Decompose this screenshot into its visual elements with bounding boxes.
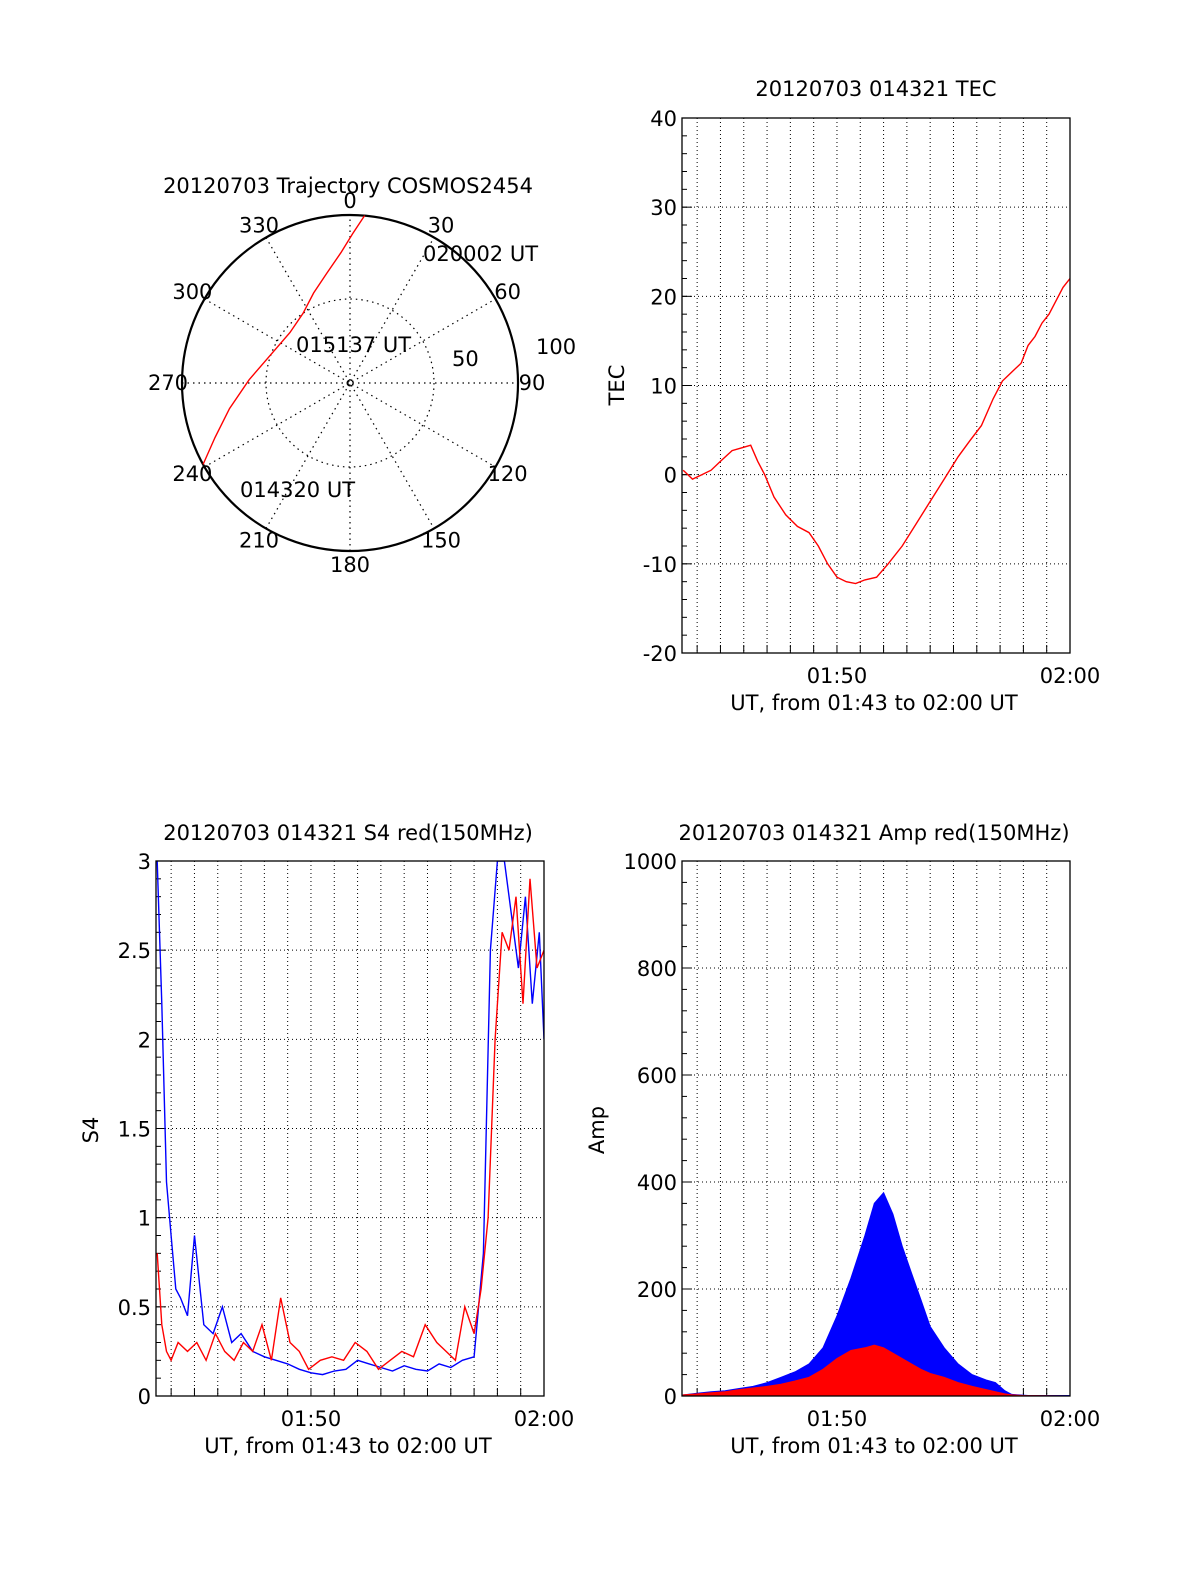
polar-spoke bbox=[265, 237, 435, 529]
azimuth-label-30: 30 bbox=[428, 213, 455, 237]
x-tick-label: 02:00 bbox=[1040, 664, 1101, 688]
series-0-line bbox=[682, 278, 1070, 585]
azimuth-label-330: 330 bbox=[239, 213, 279, 237]
y-tick-label: 30 bbox=[650, 196, 677, 220]
s4-panel: 20120703 014321 S4 red(150MHz) UT, from … bbox=[79, 821, 574, 1458]
azimuth-label-210: 210 bbox=[239, 529, 279, 553]
polar-inner-circle bbox=[265, 298, 435, 468]
y-tick-label: 10 bbox=[650, 375, 677, 399]
plot-frame bbox=[681, 860, 1071, 1397]
y-tick-label: 0.5 bbox=[118, 1296, 151, 1320]
x-tick-label: 02:00 bbox=[514, 1407, 575, 1431]
y-tick-label: -10 bbox=[643, 553, 677, 577]
azimuth-label-270: 270 bbox=[148, 371, 188, 395]
amp-ylabel: Amp bbox=[585, 1106, 609, 1154]
y-tick-label: 0 bbox=[138, 1385, 151, 1409]
polar-spoke bbox=[204, 298, 496, 468]
x-tick-label: 02:00 bbox=[1040, 1407, 1101, 1431]
x-tick-label: 01:50 bbox=[281, 1407, 342, 1431]
s4-xlabel: UT, from 01:43 to 02:00 UT bbox=[204, 1434, 492, 1458]
azimuth-label-300: 300 bbox=[172, 280, 212, 304]
y-tick-label: 800 bbox=[637, 957, 677, 981]
amp-xlabel: UT, from 01:43 to 02:00 UT bbox=[730, 1434, 1018, 1458]
azimuth-label-120: 120 bbox=[488, 462, 528, 486]
y-tick-label: 200 bbox=[637, 1278, 677, 1302]
amp-plot-area: 1000 800 600 400 200 0 01:50 02:00 bbox=[624, 850, 1101, 1431]
s4-plot-area: 3 2.5 2 1.5 1 0.5 0 01:50 02:00 bbox=[118, 850, 575, 1431]
y-tick-label: 0 bbox=[664, 464, 677, 488]
y-tick-label: 40 bbox=[650, 107, 677, 131]
tec-title: 20120703 014321 TEC bbox=[755, 77, 996, 101]
y-tick-label: -20 bbox=[643, 642, 677, 666]
plot-frame bbox=[155, 860, 545, 1397]
plot-frame bbox=[681, 117, 1071, 654]
polar-grid bbox=[180, 213, 520, 553]
y-tick-label: 2.5 bbox=[118, 939, 151, 963]
tec-ylabel: TEC bbox=[605, 365, 629, 407]
polar-trajectory-plot: 20120703 Trajectory COSMOS2454 0 30 60 90 12… bbox=[148, 174, 576, 577]
y-tick-label: 400 bbox=[637, 1171, 677, 1195]
tec-plot-area: 40 30 20 10 0 -10 -20 01:50 02:00 bbox=[643, 107, 1101, 688]
polar-azimuth-labels: 0 30 60 90 120 150 180 210 240 270 300 330 bbox=[148, 189, 545, 577]
azimuth-label-0: 0 bbox=[343, 189, 356, 213]
y-tick-label: 600 bbox=[637, 1064, 677, 1088]
series-1-line bbox=[156, 878, 544, 1371]
polar-title: 20120703 Trajectory COSMOS2454 bbox=[163, 174, 533, 198]
y-tick-label: 20 bbox=[650, 285, 677, 309]
radial-label-100: 100 bbox=[536, 335, 576, 359]
amp-title: 20120703 014321 Amp red(150MHz) bbox=[678, 821, 1069, 845]
s4-ylabel: S4 bbox=[79, 1117, 103, 1144]
y-tick-label: 2 bbox=[138, 1028, 151, 1052]
polar-spoke bbox=[265, 237, 435, 529]
trajectory-line bbox=[202, 215, 366, 465]
s4-title: 20120703 014321 S4 red(150MHz) bbox=[163, 821, 533, 845]
y-tick-label: 1 bbox=[138, 1207, 151, 1231]
y-tick-label: 3 bbox=[138, 850, 151, 874]
polar-trajectory bbox=[202, 215, 366, 465]
azimuth-label-180: 180 bbox=[330, 553, 370, 577]
azimuth-label-240: 240 bbox=[172, 462, 212, 486]
tec-panel: 20120703 014321 TEC UT, from 01:43 to 02… bbox=[605, 77, 1100, 715]
annotation-end-time: 020002 UT bbox=[423, 242, 538, 266]
y-tick-label: 1.5 bbox=[118, 1118, 151, 1142]
radial-label-50: 50 bbox=[452, 347, 479, 371]
series-1-area bbox=[682, 1344, 1070, 1396]
series-0-line bbox=[156, 861, 544, 1376]
azimuth-label-90: 90 bbox=[519, 371, 546, 395]
amp-panel: 20120703 014321 Amp red(150MHz) UT, from… bbox=[585, 821, 1100, 1458]
y-tick-label: 1000 bbox=[624, 850, 677, 874]
azimuth-label-150: 150 bbox=[421, 529, 461, 553]
tec-xlabel: UT, from 01:43 to 02:00 UT bbox=[730, 691, 1018, 715]
x-tick-label: 01:50 bbox=[807, 664, 868, 688]
azimuth-label-60: 60 bbox=[494, 280, 521, 304]
annotation-mid-time: 015137 UT bbox=[296, 333, 411, 357]
annotation-start-time: 014320 UT bbox=[240, 478, 355, 502]
y-tick-label: 0 bbox=[664, 1385, 677, 1409]
polar-spoke bbox=[204, 298, 496, 468]
x-tick-label: 01:50 bbox=[807, 1407, 868, 1431]
